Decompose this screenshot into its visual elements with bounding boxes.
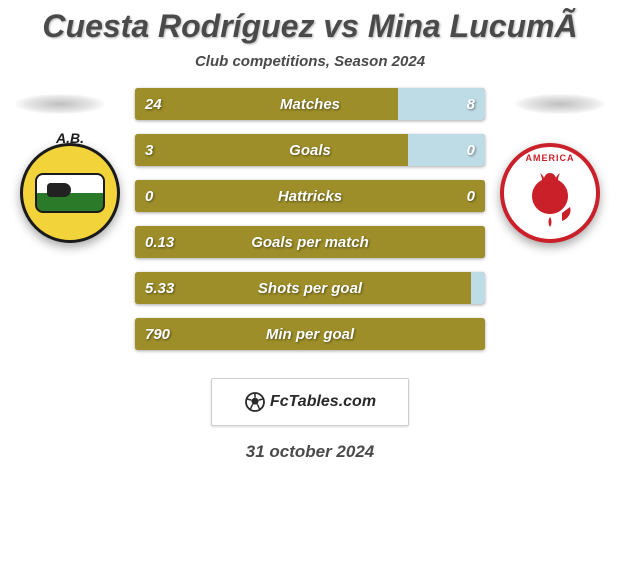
bar-left	[135, 88, 398, 120]
bar-left	[135, 318, 485, 350]
shadow-right	[515, 94, 605, 114]
stat-row: 00Hattricks	[135, 180, 485, 212]
date-text: 31 october 2024	[0, 442, 620, 462]
stat-row: 790Min per goal	[135, 318, 485, 350]
bar-left	[135, 180, 485, 212]
devil-icon	[526, 169, 574, 227]
stat-value-right: 8	[457, 88, 485, 120]
team-crest-left: A.B.	[20, 143, 120, 243]
stat-row: 0.13Goals per match	[135, 226, 485, 258]
stat-value-right: 0	[457, 180, 485, 212]
stat-value-left: 0	[135, 180, 163, 212]
stat-row: 30Goals	[135, 134, 485, 166]
stat-value-left: 0.13	[135, 226, 184, 258]
stat-value-right	[465, 226, 485, 258]
brand-text: FcTables.com	[270, 393, 376, 411]
bar-left	[135, 272, 471, 304]
stat-row: 248Matches	[135, 88, 485, 120]
stat-value-left: 5.33	[135, 272, 184, 304]
crest-left-abbrev: A.B.	[56, 130, 84, 146]
bull-icon	[47, 183, 71, 197]
crest-right-label: AMERICA	[504, 153, 596, 163]
brand-badge: FcTables.com	[211, 378, 409, 426]
stat-value-right: 0	[457, 134, 485, 166]
stat-value-left: 790	[135, 318, 180, 350]
stat-value-left: 3	[135, 134, 163, 166]
soccer-ball-icon	[244, 391, 266, 413]
comparison-card: Cuesta Rodríguez vs Mina LucumÃ Club com…	[0, 0, 620, 580]
shadow-left	[15, 94, 105, 114]
stat-bars: 248Matches30Goals00Hattricks0.13Goals pe…	[135, 88, 485, 364]
team-crest-right: AMERICA	[500, 143, 600, 243]
subtitle: Club competitions, Season 2024	[0, 53, 620, 70]
crest-left-flag	[35, 173, 105, 213]
page-title: Cuesta Rodríguez vs Mina LucumÃ	[0, 0, 620, 45]
bar-left	[135, 226, 485, 258]
main-area: A.B. AMERICA 248Matches30Goals00Hattrick…	[0, 88, 620, 364]
stat-value-right	[465, 272, 485, 304]
stat-value-left: 24	[135, 88, 172, 120]
stat-row: 5.33Shots per goal	[135, 272, 485, 304]
stat-value-right	[465, 318, 485, 350]
bar-left	[135, 134, 408, 166]
